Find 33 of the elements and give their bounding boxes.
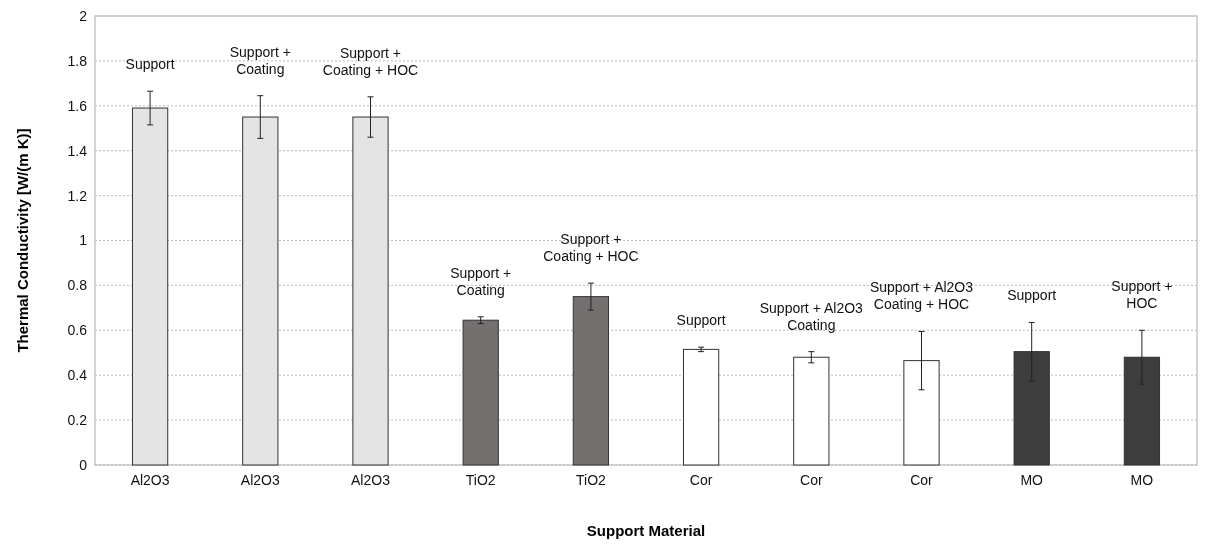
y-tick-label: 2 [79,7,88,24]
y-tick-label: 1 [79,232,88,249]
y-tick-label: 0.2 [67,412,88,428]
x-tick-label: MO [1130,472,1154,488]
annotation: Support + Al2O3 Coating + HOC [869,279,974,313]
y-tick-label: 1.6 [67,97,88,114]
y-axis-title: Thermal Conductivity [W/(m K)] [14,128,31,353]
y-tick-label: 0.6 [67,322,88,339]
y-tick-label: 1.4 [67,142,88,159]
annotation: Support + Coating + HOC [322,44,419,78]
x-tick-label: Al2O3 [240,472,280,488]
x-tick-label: Cor [910,472,934,488]
annotation: Support + Coating + HOC [543,231,639,265]
x-tick-label: TiO2 [465,472,496,488]
annotation: Support + Al2O3 Coating [759,299,864,333]
annotation: Support [125,56,175,73]
annotation: Support + Coating [450,264,512,298]
x-tick-label: Cor [800,472,823,488]
annotation: Support [676,312,726,329]
y-tick-label: 1.8 [67,52,88,69]
annotation: Support + HOC [1111,278,1173,312]
x-tick-label: MO [1020,472,1044,488]
annotation: Support [1007,287,1057,304]
x-tick-label: Al2O3 [130,472,170,488]
y-tick-label: 0.4 [67,367,88,384]
x-tick-label: TiO2 [575,472,607,488]
x-tick-label: Al2O3 [351,472,391,488]
annotation: Support + Coating [229,43,291,77]
x-axis-title: Support Material [586,522,706,539]
y-tick-label: 0.8 [67,277,88,294]
y-tick-label: 1.2 [67,187,88,204]
x-tick-label: Cor [689,472,713,488]
y-tick-label: 0 [79,456,88,473]
